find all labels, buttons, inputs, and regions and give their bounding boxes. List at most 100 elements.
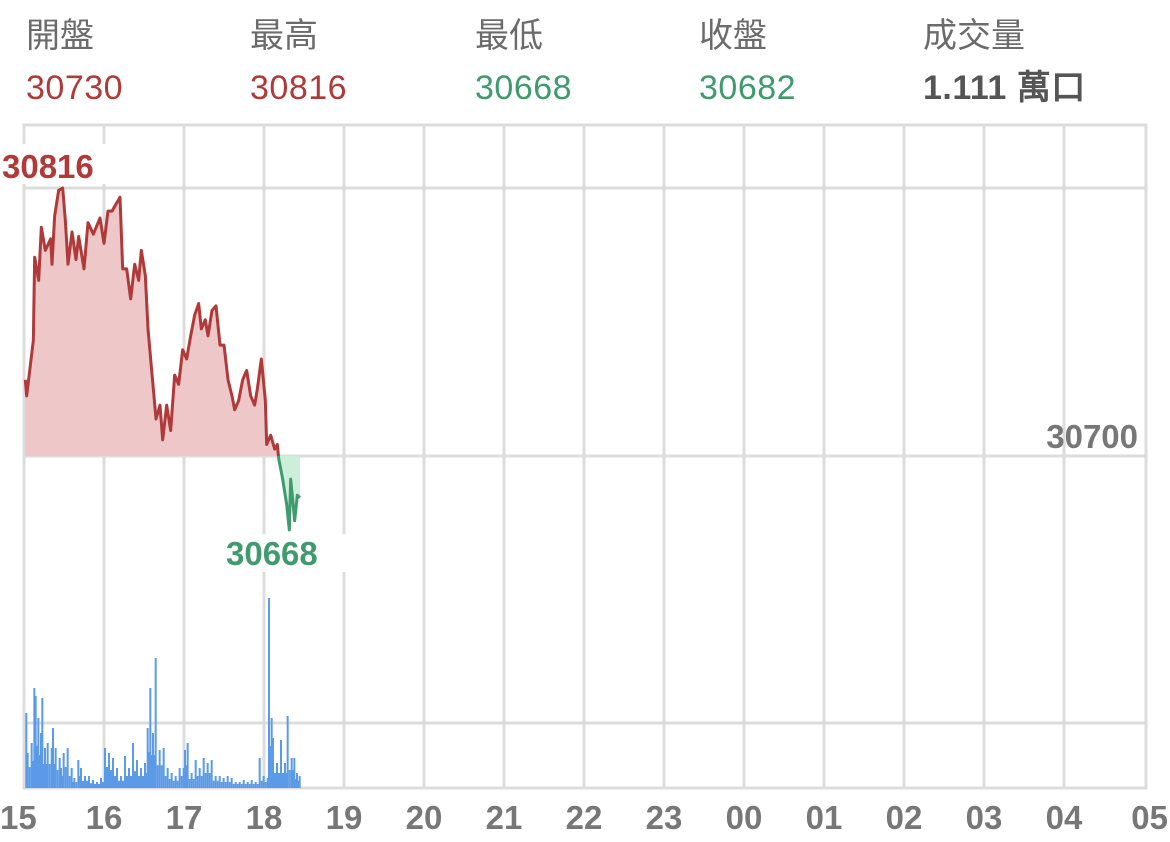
x-tick-label: 05 <box>1131 799 1168 836</box>
volume-bar <box>297 780 300 788</box>
volume-bar <box>168 779 171 788</box>
volume-bar <box>124 756 126 788</box>
high-label-bg <box>0 144 118 184</box>
volume-bar <box>153 755 156 788</box>
volume-bar <box>160 765 163 788</box>
volume-bar <box>130 776 132 788</box>
volume-bar <box>37 718 40 788</box>
price-area <box>23 186 301 532</box>
price-line-up <box>23 186 280 456</box>
volume-bar <box>162 748 165 788</box>
volume-bar <box>56 770 59 788</box>
volume-bar <box>106 767 108 788</box>
volume-bar <box>61 776 64 788</box>
volume-bar <box>234 782 237 788</box>
volume-bar <box>45 764 48 788</box>
volume-bar <box>185 765 188 788</box>
volume-bar <box>48 764 51 788</box>
volume-bar <box>292 770 294 788</box>
open-label: 開盤 <box>26 17 94 55</box>
x-tick-label: 20 <box>406 799 443 836</box>
volume-bar <box>34 696 37 788</box>
volume-bar <box>274 773 276 788</box>
volume-bar <box>60 768 62 788</box>
volume-bar <box>25 713 28 788</box>
volume-bar <box>226 776 229 788</box>
volume-bar <box>66 748 69 788</box>
volume-bar <box>236 784 239 788</box>
volume-bar <box>68 776 71 788</box>
volume-bar <box>149 688 152 788</box>
volume-bar <box>242 780 245 788</box>
volume-bar <box>102 782 104 788</box>
volume-bar <box>70 768 73 788</box>
volume-bar <box>246 782 249 788</box>
volume-bar <box>208 773 211 788</box>
high-stat: 最高 30816 <box>250 10 474 114</box>
x-tick-label: 18 <box>246 799 283 836</box>
volume-bar <box>92 780 94 788</box>
low-label: 最低 <box>475 17 543 55</box>
volume-bar <box>270 718 273 788</box>
volume-bar <box>136 760 138 788</box>
volume-bar <box>214 776 217 788</box>
low-marker-label: 30668 <box>226 535 318 572</box>
volume-bar <box>285 773 288 788</box>
x-tick-label: 02 <box>886 799 923 836</box>
high-marker-label: 30816 <box>2 148 94 185</box>
volume-bar <box>194 760 197 788</box>
volume-bar <box>254 782 257 788</box>
volume-bar <box>77 760 80 788</box>
volume-bar <box>138 776 140 788</box>
volume-bar <box>276 763 278 788</box>
volume-bar <box>44 748 46 788</box>
volume-bar <box>142 776 144 788</box>
close-stat: 收盤 30682 <box>699 10 923 114</box>
volume-bar <box>278 773 280 788</box>
grid <box>22 123 1148 790</box>
volume-bar <box>154 658 157 788</box>
volume-bar <box>288 770 291 788</box>
volume-bar <box>296 773 298 788</box>
volume-stat: 成交量 1.111 萬口 <box>923 10 1147 114</box>
x-tick-label: 17 <box>166 799 203 836</box>
volume-bar <box>120 776 122 788</box>
volume-bar <box>282 773 284 788</box>
volume-bar <box>38 755 41 788</box>
volume-bar <box>96 782 98 788</box>
volume-bar <box>190 773 193 788</box>
volume-bar <box>126 776 128 788</box>
volume-bar <box>196 776 199 788</box>
volume-bar <box>112 758 114 788</box>
x-tick-label: 16 <box>86 799 123 836</box>
volume-bar <box>232 784 235 788</box>
volume-bar <box>110 770 112 788</box>
volume-bar <box>82 780 84 788</box>
volume-bar <box>78 776 81 788</box>
volume-bar <box>262 776 265 788</box>
volume-bar <box>186 743 189 788</box>
x-tick-label: 15 <box>0 799 37 836</box>
open-value: 30730 <box>26 69 124 107</box>
volume-bar <box>216 780 219 788</box>
volume-bar <box>298 776 301 788</box>
volume-bar <box>224 782 227 788</box>
volume-bar <box>146 728 149 788</box>
volume-bar <box>62 753 65 788</box>
volume-bar <box>200 776 203 788</box>
volume-bar <box>73 778 76 788</box>
volume-bar <box>268 598 270 788</box>
volume-bar <box>80 768 82 788</box>
volume-bar <box>230 778 233 788</box>
volume-bar <box>180 776 183 788</box>
volume-bar <box>90 783 92 788</box>
volume-bar <box>158 750 161 788</box>
x-tick-label: 00 <box>726 799 763 836</box>
volume-bar <box>152 733 154 788</box>
high-label: 最高 <box>250 17 318 55</box>
volume-bar <box>176 780 179 788</box>
volume-bar <box>202 758 205 788</box>
volume-bar <box>54 748 57 788</box>
volume-bar <box>250 780 253 788</box>
